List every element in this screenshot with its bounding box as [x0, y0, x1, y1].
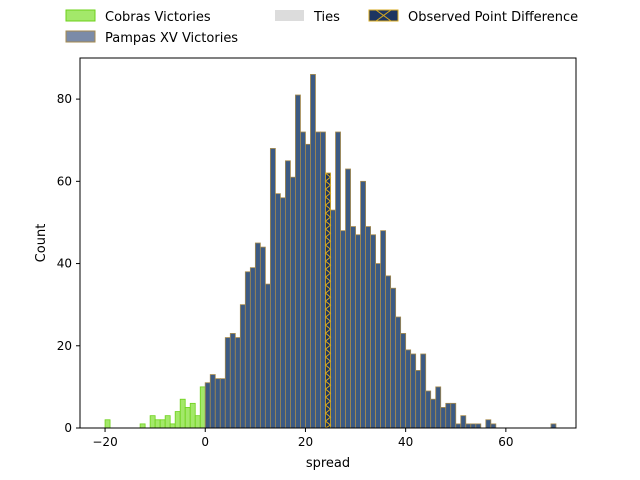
- legend-label-cobras: Cobras Victories: [105, 10, 211, 25]
- pampas-bar: [360, 180, 366, 429]
- pampas-bar: [295, 94, 301, 429]
- x-tick-label: −20: [92, 435, 117, 449]
- legend: Cobras Victories Pampas XV Victories Tie…: [65, 9, 578, 46]
- legend-label-observed: Observed Point Difference: [408, 10, 578, 25]
- y-tick-label: 40: [57, 257, 72, 271]
- pampas-bar: [285, 160, 291, 429]
- x-tick-label: 20: [298, 435, 313, 449]
- cobras-bar: [169, 423, 176, 429]
- legend-label-pampas: Pampas XV Victories: [105, 31, 238, 46]
- pampas-bar: [224, 337, 231, 429]
- pampas-bar: [365, 226, 371, 429]
- legend-label-ties: Ties: [313, 10, 340, 25]
- pampas-bar: [450, 402, 457, 429]
- x-tick-label: 40: [398, 435, 413, 449]
- cobras-bar: [149, 415, 156, 429]
- pampas-bar: [229, 333, 236, 429]
- legend-swatch-observed: [368, 9, 399, 22]
- cobras-bar: [164, 415, 171, 429]
- pampas-bar: [254, 242, 261, 429]
- pampas-bar: [485, 419, 492, 429]
- pampas-bar: [310, 74, 316, 429]
- cobras-bar: [174, 411, 181, 429]
- pampas-bar: [335, 131, 341, 429]
- pampas-bar: [400, 333, 407, 429]
- pampas-bar: [345, 168, 351, 429]
- pampas-bar: [204, 382, 211, 429]
- pampas-bar: [470, 423, 477, 429]
- pampas-bar: [340, 230, 346, 429]
- pampas-bar: [249, 267, 256, 429]
- pampas-bar: [300, 131, 306, 429]
- cobras-bar: [179, 398, 186, 429]
- pampas-bar: [355, 234, 361, 429]
- pampas-bar: [244, 271, 251, 429]
- pampas-bar: [239, 304, 246, 429]
- cobras-bar: [159, 419, 166, 429]
- y-tick-label: 20: [57, 339, 72, 353]
- cobras-bar: [139, 423, 146, 429]
- cobras-bar: [199, 386, 206, 429]
- pampas-bar: [214, 378, 221, 429]
- x-axis-label: spread: [306, 456, 350, 471]
- pampas-bar: [410, 353, 417, 429]
- pampas-bar: [460, 415, 467, 429]
- plot-frame: [79, 57, 577, 429]
- pampas-bar: [440, 407, 447, 429]
- pampas-bar: [420, 353, 427, 429]
- pampas-bar: [475, 423, 482, 429]
- pampas-bar: [375, 263, 382, 429]
- y-tick-label: 60: [57, 174, 72, 188]
- pampas-bar: [350, 226, 356, 429]
- pampas-bar: [455, 423, 462, 429]
- legend-swatch-pampas: [65, 30, 96, 43]
- pampas-bar: [425, 390, 432, 429]
- cobras-bar: [154, 419, 161, 429]
- cobras-bar: [104, 419, 111, 429]
- pampas-bar: [390, 287, 397, 429]
- cobras-bar: [189, 402, 196, 429]
- pampas-bar: [264, 283, 271, 429]
- x-tick-label: 60: [498, 435, 513, 449]
- pampas-bar: [330, 209, 336, 429]
- pampas-bar: [305, 143, 311, 429]
- pampas-bar: [259, 246, 266, 429]
- legend-swatch-cobras: [65, 9, 96, 22]
- pampas-bar: [385, 275, 392, 429]
- y-axis-label: Count: [34, 224, 49, 263]
- x-tick-label: 0: [201, 435, 209, 449]
- pampas-bar: [435, 386, 442, 429]
- pampas-bar: [320, 131, 326, 429]
- pampas-bar: [274, 193, 281, 429]
- pampas-bar: [445, 402, 452, 429]
- pampas-bar: [209, 374, 216, 429]
- pampas-bar: [430, 398, 437, 429]
- observed-marker-layer: [324, 172, 332, 429]
- legend-swatch-ties: [275, 10, 304, 21]
- cobras-bar: [184, 407, 191, 429]
- y-tick-label: 80: [57, 92, 72, 106]
- observed-hatch: [324, 172, 332, 429]
- pampas-bar: [315, 131, 321, 429]
- pampas-bar: [490, 423, 497, 429]
- pampas-bar: [465, 423, 472, 429]
- pampas-bar: [290, 176, 296, 429]
- pampas-bar: [405, 349, 412, 429]
- pampas-bar: [234, 337, 241, 429]
- axes-layer: −20 0 20 40 60 0 20 40 60 80: [57, 57, 577, 449]
- pampas-bar: [380, 230, 387, 429]
- pampas-bar: [370, 234, 376, 429]
- pampas-bar: [219, 378, 226, 429]
- pampas-bar: [550, 423, 557, 429]
- cobras-bar: [194, 415, 201, 429]
- pampas-bar: [395, 316, 402, 429]
- pampas-bar: [279, 197, 286, 429]
- pampas-bar: [415, 370, 422, 429]
- pampas-bar: [269, 148, 276, 429]
- y-tick-label: 0: [64, 421, 72, 435]
